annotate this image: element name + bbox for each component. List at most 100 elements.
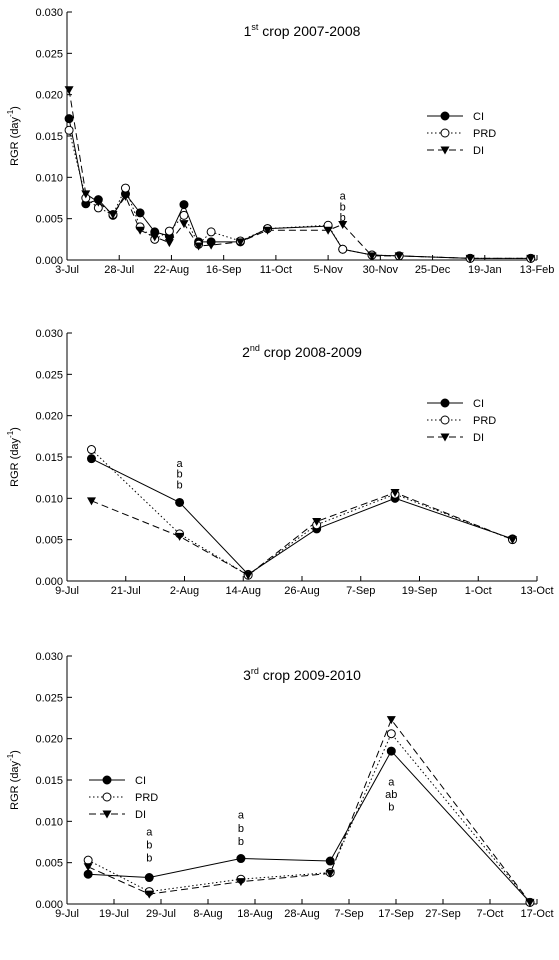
marker (86, 497, 96, 506)
x-tick-label: 21-Jul (111, 585, 141, 597)
marker (175, 497, 185, 507)
marker (81, 190, 91, 199)
marker (312, 517, 322, 526)
marker (144, 873, 154, 883)
annotation: a (340, 191, 347, 203)
chart-title: 1st crop 2007-2008 (244, 22, 361, 39)
marker (175, 532, 185, 541)
y-tick-label: 0.010 (35, 816, 63, 828)
y-label-close: ) (9, 106, 21, 110)
y-tick-label: 0.000 (35, 576, 63, 588)
annotation: b (146, 839, 152, 851)
marker (86, 445, 96, 455)
marker (83, 855, 93, 865)
y-axis-label: RGR (day-1) (6, 427, 21, 487)
y-tick-label: 0.015 (35, 452, 63, 464)
y-tick-label: 0.010 (35, 172, 63, 184)
panel: 0.000 0.005 0.010 0.015 0.020 0.025 0.030 9-Jul… (6, 328, 554, 597)
marker (135, 226, 145, 235)
marker (386, 729, 396, 739)
marker (179, 210, 189, 220)
marker (325, 856, 335, 866)
legend-label: DI (473, 432, 484, 444)
x-tick-label: 9-Jul (55, 908, 79, 920)
marker (64, 114, 74, 124)
legend-marker (102, 775, 112, 785)
marker (386, 716, 396, 725)
marker (164, 226, 174, 236)
x-tick-label: 13-Oct (520, 585, 553, 597)
marker (526, 254, 536, 263)
y-tick-label: 0.030 (35, 7, 63, 19)
y-label-text: RGR (day (9, 437, 21, 486)
y-tick-label: 0.025 (35, 48, 63, 60)
series-line (68, 130, 531, 259)
panel: 0.000 0.005 0.010 0.015 0.020 0.025 0.030 3-Jul… (6, 7, 554, 276)
marker (150, 233, 160, 242)
y-tick-label: 0.030 (35, 651, 63, 663)
marker (179, 220, 189, 229)
marker (325, 869, 335, 878)
marker (194, 242, 204, 251)
x-tick-label: 3-Jul (55, 264, 79, 276)
marker (93, 198, 103, 207)
marker (179, 200, 189, 210)
y-tick-label: 0.030 (35, 328, 63, 340)
marker (394, 252, 404, 261)
y-label-close: ) (9, 750, 21, 754)
legend-label: DI (135, 809, 146, 821)
series-line (91, 458, 513, 576)
marker (508, 536, 518, 545)
x-tick-label: 19-Jul (99, 908, 129, 920)
x-tick-label: 27-Sep (425, 908, 460, 920)
title-rest: crop 2008-2009 (260, 344, 362, 360)
legend-marker (440, 433, 450, 442)
y-label-sup: -1 (6, 753, 15, 761)
x-tick-label: 18-Aug (237, 908, 272, 920)
annotation: b (177, 469, 183, 481)
legend-marker (440, 146, 450, 155)
y-axis-label: RGR (day-1) (6, 750, 21, 810)
marker (323, 226, 333, 235)
x-tick-label: 28-Jul (104, 264, 134, 276)
chart-title: 2nd crop 2008-2009 (242, 343, 362, 360)
x-tick-label: 7-Sep (346, 585, 375, 597)
title-number: 2 (242, 344, 250, 360)
legend-marker (440, 415, 450, 425)
y-tick-label: 0.020 (35, 734, 63, 746)
y-tick-label: 0.020 (35, 411, 63, 423)
y-axis-label: RGR (day-1) (6, 106, 21, 166)
series-line (68, 89, 531, 259)
title-suffix: st (251, 22, 259, 32)
marker (108, 211, 118, 220)
series-line (91, 492, 513, 576)
x-tick-label: 19-Sep (402, 585, 437, 597)
y-label-sup: -1 (6, 109, 15, 117)
x-tick-label: 9-Jul (55, 585, 79, 597)
series-line (68, 118, 531, 259)
marker (236, 854, 246, 864)
x-tick-label: 7-Sep (334, 908, 363, 920)
marker (83, 863, 93, 872)
marker (338, 244, 348, 254)
annotation: a (177, 458, 184, 470)
x-tick-label: 13-Feb (520, 264, 555, 276)
y-label-sup: -1 (6, 430, 15, 438)
title-rest: crop 2009-2010 (259, 667, 361, 683)
x-tick-label: 11-Oct (260, 264, 292, 276)
legend-label: PRD (135, 792, 158, 804)
x-tick-label: 17-Sep (378, 908, 413, 920)
marker (390, 489, 400, 498)
x-tick-label: 26-Aug (284, 585, 319, 597)
legend-marker (440, 398, 450, 408)
y-tick-label: 0.015 (35, 131, 63, 143)
annotation: ab (385, 789, 397, 801)
y-tick-label: 0.000 (35, 255, 63, 267)
x-tick-label: 25-Dec (415, 264, 451, 276)
x-tick-label: 30-Nov (363, 264, 399, 276)
marker (263, 226, 273, 235)
marker (64, 125, 74, 135)
x-tick-label: 19-Jan (468, 264, 502, 276)
annotation: a (146, 826, 153, 838)
